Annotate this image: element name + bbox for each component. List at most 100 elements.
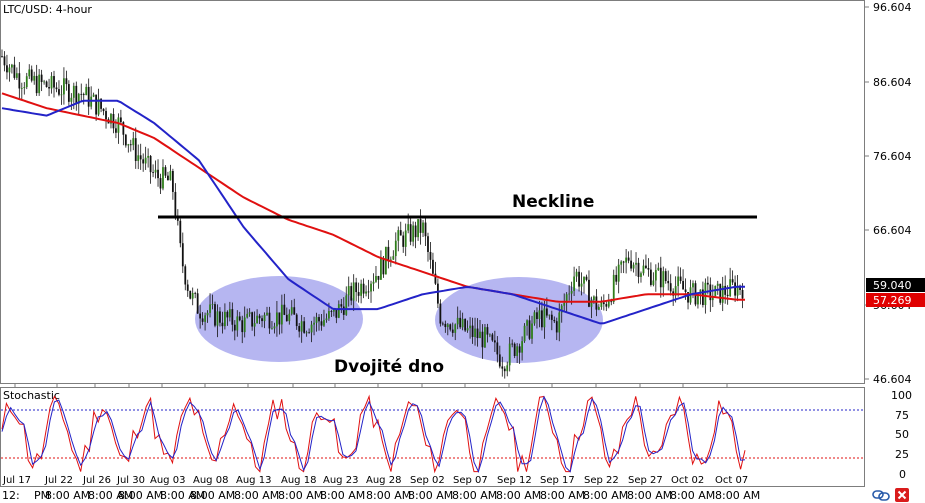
date-label: Sep 07 <box>453 475 488 486</box>
candle-body <box>662 271 665 288</box>
candle-body <box>189 290 192 299</box>
candle-body <box>674 286 677 296</box>
candle-body <box>692 283 694 288</box>
candle-body <box>290 307 293 314</box>
candle-body <box>228 309 231 318</box>
candle-body <box>70 97 73 102</box>
candle-body <box>365 291 367 294</box>
candle-body <box>553 319 556 322</box>
candle-body <box>278 312 281 325</box>
candle-body <box>357 292 360 296</box>
candle-body <box>459 317 462 328</box>
candle-body <box>60 94 63 96</box>
candle-body <box>18 73 21 89</box>
candle-body <box>610 301 613 303</box>
candle-body <box>687 291 689 303</box>
candle-body <box>248 312 251 314</box>
candle-body <box>48 87 50 89</box>
link-icon-ring-b <box>878 492 890 501</box>
candle-body <box>25 76 28 88</box>
candle-body <box>236 316 239 331</box>
price-axis-label: 46.604 <box>873 373 912 386</box>
candle-body <box>134 138 137 162</box>
candle-body <box>600 302 603 307</box>
candle-body <box>139 155 142 160</box>
candle-body <box>645 265 647 268</box>
candle-body <box>224 311 226 327</box>
candle-body <box>382 258 385 275</box>
link-icon[interactable] <box>872 490 890 501</box>
candle-body <box>58 89 60 95</box>
candle-body <box>533 312 536 324</box>
candle-body <box>320 321 323 326</box>
date-label: Sep 02 <box>410 475 445 486</box>
time-axis: 12: PM8:00 AM8:00 AM8:00 AM8:00 AM8:00 AM… <box>2 489 760 502</box>
candle-body <box>80 93 83 95</box>
candle-body <box>716 283 719 286</box>
candle-body <box>53 76 55 88</box>
stoch-axis-label: 25 <box>895 448 909 461</box>
candle-body <box>736 285 739 296</box>
candle-body <box>454 324 457 333</box>
candle-body <box>238 316 241 321</box>
candle-body <box>243 317 246 333</box>
candle-body <box>323 320 325 326</box>
candle-body <box>721 285 724 303</box>
stochastic-k-line <box>1 394 746 474</box>
date-label: Sep 17 <box>540 475 575 486</box>
candle-body <box>15 73 18 78</box>
candle-body <box>251 312 254 327</box>
time-label: 8:00 AM <box>278 489 323 502</box>
candle-body <box>570 290 573 294</box>
candle-body <box>216 311 219 326</box>
candle-body <box>310 324 313 333</box>
candle-body <box>402 235 405 247</box>
candle-body <box>174 191 177 217</box>
time-label: 8:00 AM <box>118 489 163 502</box>
ma-slow-line <box>1 92 745 303</box>
time-label: 8:00 AM <box>715 489 760 502</box>
candle-body <box>340 304 343 307</box>
stoch-axis-label: 50 <box>895 428 909 441</box>
candle-body <box>508 343 511 366</box>
candle-body <box>179 220 182 244</box>
candle-body <box>35 75 38 94</box>
candle-body <box>424 222 427 237</box>
candle-body <box>367 291 370 293</box>
candle-body <box>627 257 630 261</box>
candle-body <box>496 342 499 355</box>
time-label: 8:00 AM <box>88 489 133 502</box>
candle-body <box>409 224 412 242</box>
time-label: 8:00 AM <box>408 489 453 502</box>
time-label: 8:00 AM <box>540 489 585 502</box>
close-icon[interactable] <box>895 488 909 502</box>
price-panel-frame <box>0 0 865 384</box>
candle-body <box>548 314 551 316</box>
candle-body <box>451 329 454 333</box>
candle-body <box>266 312 268 315</box>
candle-body <box>92 94 95 97</box>
candle-body <box>501 366 504 369</box>
ma-fast-line <box>1 99 745 325</box>
candle-body <box>332 309 335 312</box>
candle-body <box>701 289 704 305</box>
candle-body <box>417 219 419 238</box>
candle-body <box>211 304 214 305</box>
date-label: Jul 17 <box>2 475 31 486</box>
candle-body <box>560 305 563 313</box>
time-label: 8:00 AM <box>366 489 411 502</box>
date-label: Aug 03 <box>150 475 185 486</box>
candle-body <box>313 322 315 325</box>
candle-body <box>541 310 543 328</box>
candle-body <box>555 321 558 333</box>
candle-body <box>171 170 174 192</box>
time-label: 12: <box>2 489 20 502</box>
close-icon-stroke <box>897 490 907 500</box>
candle-body <box>659 267 662 288</box>
candle-body <box>669 283 672 292</box>
last-price-badge <box>866 278 925 292</box>
candle-body <box>731 279 734 283</box>
candle-body <box>595 296 598 310</box>
candle-body <box>308 332 311 334</box>
